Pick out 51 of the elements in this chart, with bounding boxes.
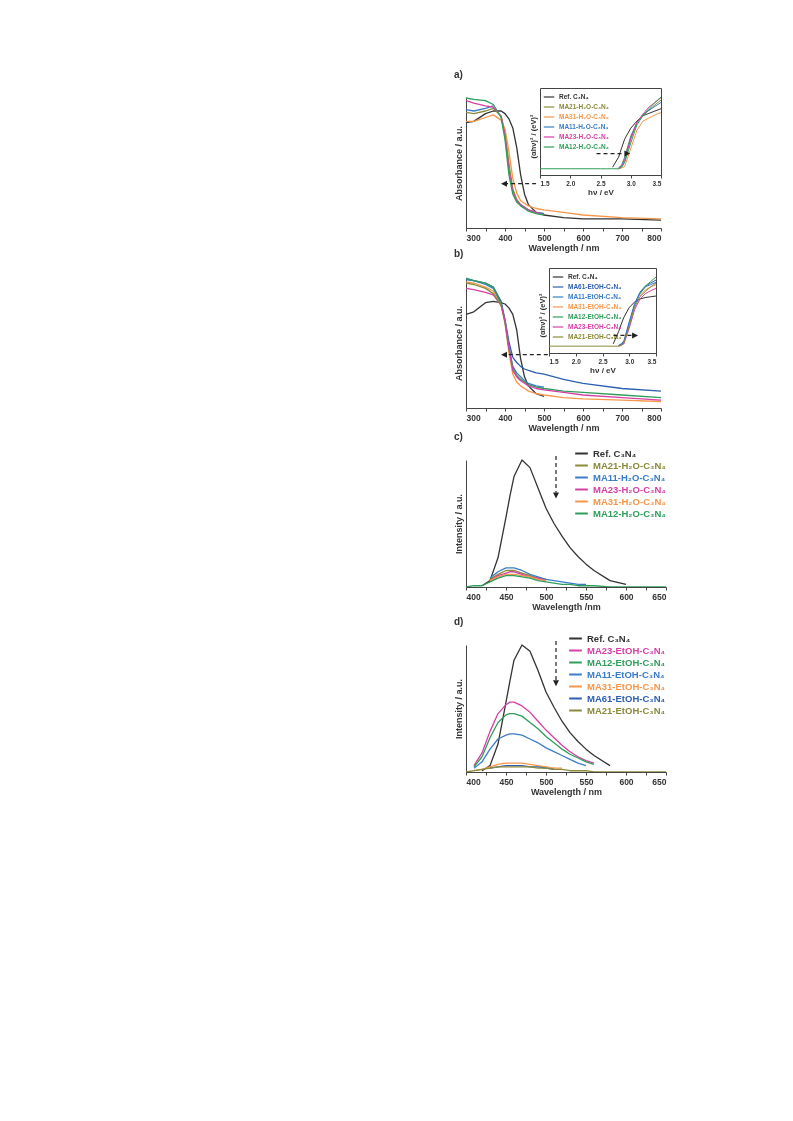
x-axis-title: Wavelength / nm xyxy=(528,243,600,253)
x-tick-label: 500 xyxy=(537,232,552,243)
legend-label: MA12-EtOH-C₃N₄ xyxy=(587,656,666,668)
x-tick-label: 500 xyxy=(539,591,554,602)
legend-label: MA11-H₂O-C₃N₄ xyxy=(593,471,666,483)
legend-label: Ref. C₃N₄ xyxy=(593,447,637,459)
legend-label: MA61-EtOH-C₃N₄ xyxy=(587,692,666,704)
legend-label: MA21-EtOH-C₃N₄ xyxy=(587,704,666,716)
legend-label: MA23-EtOH-C₃N₄ xyxy=(587,644,666,656)
x-tick-label: 400 xyxy=(498,412,513,423)
y-axis-title: Absorbance / a.u. xyxy=(453,125,464,202)
x-tick-label: 400 xyxy=(498,232,513,243)
x-tick-label: 650 xyxy=(652,776,667,787)
x-tick-label: 600 xyxy=(619,591,634,602)
x-tick-label: 600 xyxy=(576,232,591,243)
x-tick-label: 500 xyxy=(537,412,552,423)
chart-title: a) xyxy=(454,69,463,80)
chart-title: c) xyxy=(454,431,463,442)
x-tick-label: 450 xyxy=(499,591,514,602)
y-axis-title: Intensity / a.u. xyxy=(453,678,464,740)
x-tick-label: 400 xyxy=(466,776,481,787)
x-tick-label: 800 xyxy=(647,232,662,243)
x-tick-label: 500 xyxy=(539,776,554,787)
chart-title: d) xyxy=(454,616,464,627)
legend-label: MA11-EtOH-C₃N₄ xyxy=(587,668,666,680)
legend-label: MA21-H₂O-C₃N₄ xyxy=(593,459,667,471)
x-axis-title: hν / eV xyxy=(590,366,617,375)
x-tick-label: 700 xyxy=(615,232,630,243)
legend-label: MA23-H₂O-C₃N₄ xyxy=(593,483,667,495)
x-tick-label: 600 xyxy=(576,412,591,423)
x-tick-label: 550 xyxy=(579,591,594,602)
legend-label: Ref. C₃N₄ xyxy=(587,632,631,644)
legend-label: MA31-EtOH-C₃N₄ xyxy=(587,680,666,692)
x-tick-label: 300 xyxy=(466,232,481,243)
x-axis-title: hν / eV xyxy=(588,188,615,197)
x-tick-label: 650 xyxy=(652,591,667,602)
x-axis-title: Wavelength / nm xyxy=(528,423,600,433)
x-tick-label: 450 xyxy=(499,776,514,787)
x-tick-label: 600 xyxy=(619,776,634,787)
x-axis-title: Wavelength / nm xyxy=(530,787,603,797)
x-tick-label: 550 xyxy=(579,776,594,787)
x-tick-label: 400 xyxy=(466,591,481,602)
x-tick-label: 300 xyxy=(466,412,481,423)
y-axis-title: Intensity / a.u. xyxy=(453,493,464,555)
legend-label: MA31-H₂O-C₃N₄ xyxy=(593,495,667,507)
x-tick-label: 800 xyxy=(647,412,662,423)
y-axis-title: Absorbance / a.u. xyxy=(453,305,464,382)
legend-label: MA12-H₂O-C₃N₄ xyxy=(593,507,667,519)
chart-title: b) xyxy=(454,248,464,259)
x-axis-title: Wavelength /nm xyxy=(532,602,601,612)
x-tick-label: 700 xyxy=(615,412,630,423)
